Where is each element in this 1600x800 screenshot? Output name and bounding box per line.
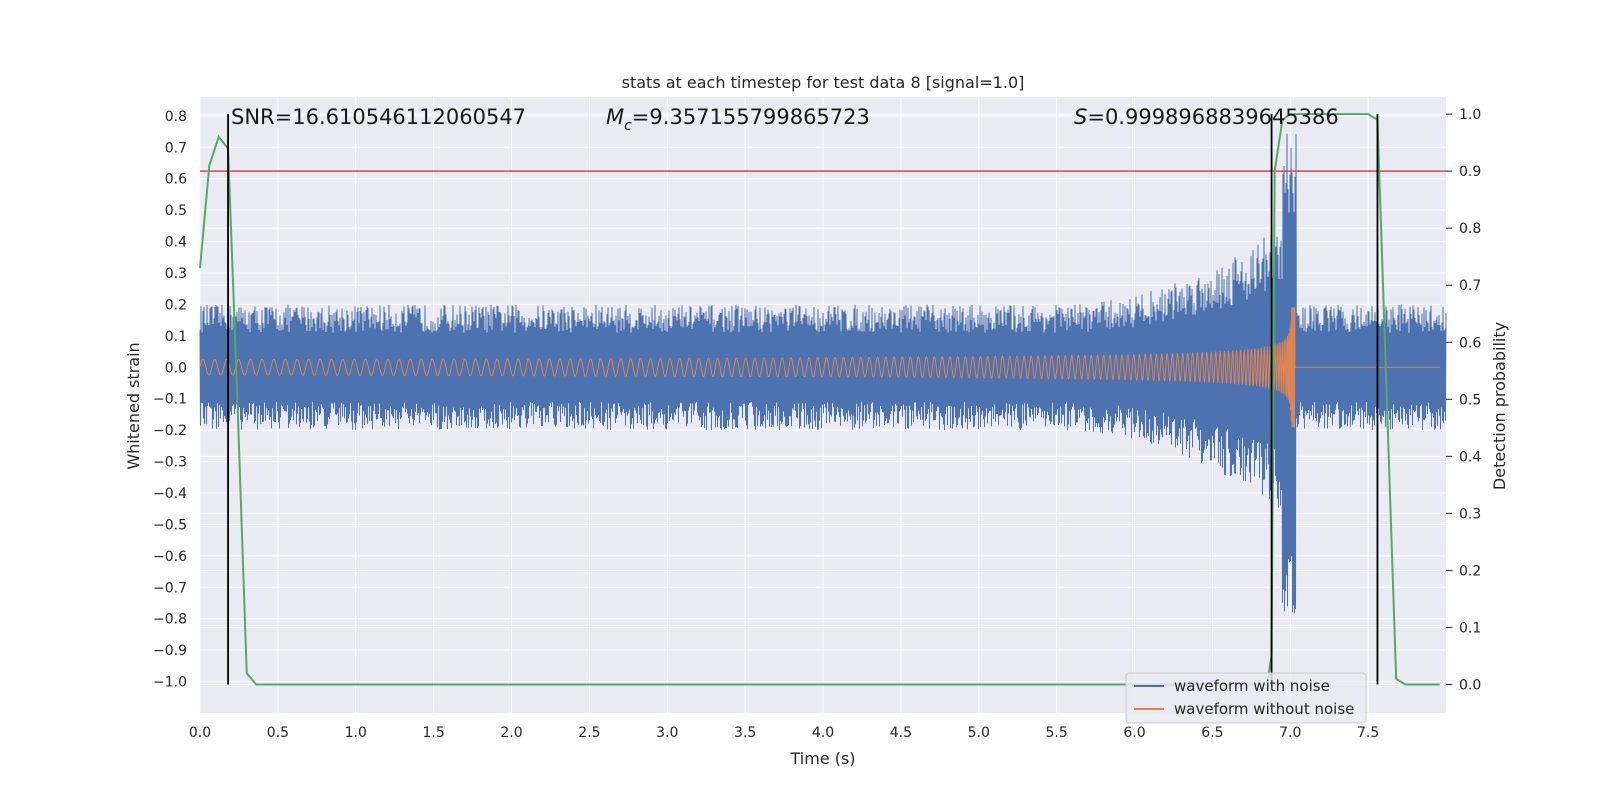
y-tick-label: −0.2 <box>153 423 187 439</box>
y-tick-label: 0.1 <box>165 329 187 345</box>
y-tick-label: 0.6 <box>165 172 187 188</box>
y-tick-label: 0.8 <box>165 109 187 125</box>
chirp-mass-subscript: c <box>624 118 632 134</box>
snr-annotation: SNR=16.610546112060547 <box>231 105 526 129</box>
x-tick-label: 2.0 <box>500 725 522 741</box>
clean-waveform-line <box>199 307 1440 428</box>
x-tick-label: 7.0 <box>1279 725 1301 741</box>
s-annotation: S=0.9998968839645386 <box>1074 105 1339 129</box>
y-tick-label: 0.2 <box>165 297 187 313</box>
x-axis-label: Time (s) <box>789 749 855 768</box>
x-tick-label: 5.5 <box>1045 725 1067 741</box>
legend-box <box>1125 672 1367 724</box>
y-tick-label: −0.8 <box>153 612 187 628</box>
s-symbol: S <box>1074 105 1087 129</box>
chirp-mass-value: =9.357155799865723 <box>632 105 870 129</box>
y2-axis-ticks: 1.0 0.9 0.8 0.7 0.6 0.5 0.4 0.3 0.2 0.1 0.0 <box>1446 107 1481 693</box>
y-tick-label: 0.5 <box>165 203 187 219</box>
y2-tick-label: 0.6 <box>1459 335 1481 351</box>
y-tick-label: −0.1 <box>153 392 187 408</box>
y-axis-label: Whitened strain <box>124 342 143 469</box>
y2-tick-label: 1.0 <box>1459 107 1481 123</box>
y2-tick-label: 0.2 <box>1459 563 1481 579</box>
x-tick-label: 0.0 <box>189 725 211 741</box>
x-tick-label: 4.5 <box>890 725 912 741</box>
y2-tick-label: 0.4 <box>1459 449 1481 465</box>
y2-axis-label: Detection probability <box>1490 322 1509 490</box>
x-tick-label: 6.5 <box>1201 725 1223 741</box>
x-tick-label: 0.5 <box>267 725 289 741</box>
x-tick-label: 2.5 <box>578 725 600 741</box>
marker-lines <box>227 114 1379 685</box>
y-tick-label: −0.6 <box>153 549 187 565</box>
y2-tick-label: 0.0 <box>1459 677 1481 693</box>
y-tick-label: −0.4 <box>153 486 187 502</box>
detection-probability-series <box>199 113 1440 686</box>
x-tick-label: 3.5 <box>734 725 756 741</box>
x-axis-ticks: 0.0 0.5 1.0 1.5 2.0 2.5 3.0 3.5 4.0 4.5 5.0 5.5 6.0 6… <box>189 725 1379 741</box>
x-tick-label: 1.5 <box>422 725 444 741</box>
y2-tick-label: 0.8 <box>1459 221 1481 237</box>
chirp-mass-symbol: M <box>606 105 624 129</box>
y2-tick-label: 0.1 <box>1459 620 1481 636</box>
legend-clean-label: waveform without noise <box>1174 700 1354 718</box>
y-tick-label: 0.0 <box>165 360 187 376</box>
y-tick-label: −0.5 <box>153 517 187 533</box>
y-tick-label: 0.7 <box>165 140 187 156</box>
y-tick-label: −1.0 <box>153 675 187 691</box>
y-tick-label: 0.4 <box>165 235 187 251</box>
x-tick-label: 4.0 <box>812 725 834 741</box>
x-tick-label: 7.5 <box>1357 725 1379 741</box>
y2-tick-label: 0.3 <box>1459 506 1481 522</box>
x-tick-label: 5.0 <box>968 725 990 741</box>
y-tick-label: −0.7 <box>153 580 187 596</box>
chart-title: stats at each timestep for test data 8 [… <box>622 73 1025 92</box>
y2-tick-label: 0.9 <box>1459 164 1481 180</box>
y-tick-label: −0.3 <box>153 455 187 471</box>
x-tick-label: 3.0 <box>656 725 678 741</box>
y-tick-label: −0.9 <box>153 643 187 659</box>
y2-tick-label: 0.5 <box>1459 392 1481 408</box>
clean-waveform-series <box>199 307 1440 428</box>
x-tick-label: 6.0 <box>1123 725 1145 741</box>
s-value: =0.9998968839645386 <box>1087 105 1338 129</box>
x-tick-label: 1.0 <box>345 725 367 741</box>
y2-tick-label: 0.7 <box>1459 278 1481 294</box>
legend-noise-label: waveform with noise <box>1174 677 1330 695</box>
y-axis-ticks: 0.8 0.7 0.6 0.5 0.4 0.3 0.2 0.1 0.0 −0.1 −0.2 −0.3 −… <box>153 109 187 691</box>
detection-probability-line <box>199 113 1440 686</box>
legend: waveform with noise waveform without noi… <box>1125 672 1367 724</box>
chirp-mass-annotation: Mc=9.357155799865723 <box>606 105 870 134</box>
y-tick-label: 0.3 <box>165 266 187 282</box>
